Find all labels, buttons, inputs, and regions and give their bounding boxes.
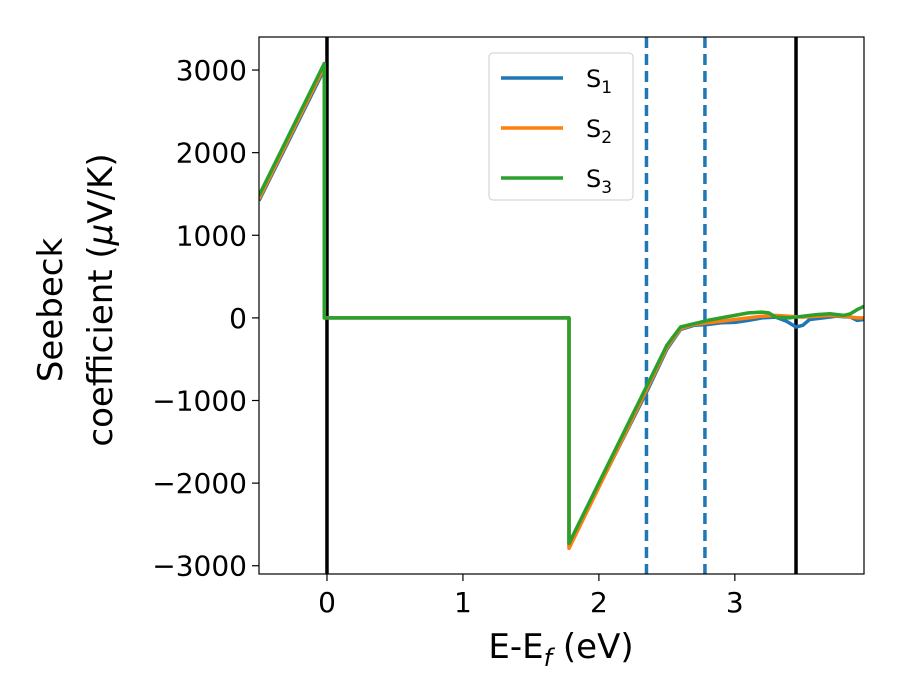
y-tick-label: −2000	[152, 467, 247, 500]
legend-label-s1: S1	[586, 65, 612, 98]
data-series	[259, 61, 864, 551]
y-tick-label: 1000	[176, 219, 247, 252]
y-axis-label-line1: Seebeck	[31, 238, 71, 383]
reference-lines	[325, 37, 798, 574]
x-tick-label: 1	[454, 586, 472, 619]
y-axis-label-line2: coefficient (μV/K)	[81, 153, 121, 446]
y-ticks: −3000 −2000 −1000 0 1000 2000 3000	[152, 54, 259, 583]
x-ticks: 0 1 2 3	[318, 574, 744, 619]
y-tick-label: 3000	[176, 54, 247, 87]
legend: S1 S2 S3	[488, 52, 634, 201]
y-tick-label: −3000	[152, 550, 247, 583]
plot-frame	[258, 36, 865, 575]
y-tick-label: 0	[229, 302, 247, 335]
x-tick-label: 2	[590, 586, 608, 619]
x-tick-label: 0	[318, 586, 336, 619]
legend-label-s2: S2	[586, 115, 612, 148]
x-axis-label: E-Ef (eV)	[488, 627, 633, 672]
y-axis-label: Seebeck coefficient (μV/K)	[31, 153, 121, 446]
series-line-s3	[259, 61, 864, 546]
y-tick-label: −1000	[152, 385, 247, 418]
x-tick-label: 3	[726, 586, 744, 619]
legend-label-s3: S3	[586, 165, 612, 198]
y-tick-label: 2000	[176, 137, 247, 170]
